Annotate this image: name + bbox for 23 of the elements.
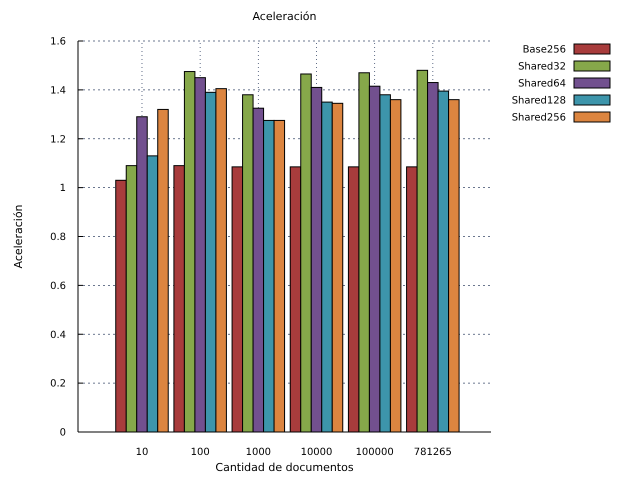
x-tick-label: 781265 (414, 447, 452, 458)
y-axis-title: Aceleración (12, 204, 25, 269)
legend-label: Shared256 (512, 112, 566, 124)
legend-label: Shared128 (512, 96, 566, 106)
y-tick-label: 1.4 (50, 85, 66, 96)
x-tick-label: 10 (136, 447, 148, 458)
legend-label: Base256 (522, 44, 566, 56)
y-tick-label: 1.2 (50, 134, 66, 146)
legend-label: Shared64 (518, 78, 566, 90)
x-tick-label: 100 (190, 447, 210, 458)
x-axis-title: Cantidad de documentos (215, 461, 354, 474)
chart-title: Aceleración (252, 10, 317, 23)
y-tick-label: 0.8 (50, 232, 66, 243)
x-tick-label: 100000 (356, 447, 394, 458)
y-tick-label: 1 (60, 183, 66, 194)
y-tick-label: 1.6 (50, 36, 66, 48)
y-tick-label: 0.4 (50, 330, 66, 341)
x-tick-label: 10000 (300, 447, 332, 458)
y-tick-label: 0 (60, 428, 66, 438)
x-tick-label: 1000 (246, 447, 272, 458)
legend-label: Shared32 (518, 62, 566, 72)
y-tick-label: 0.6 (50, 280, 66, 292)
y-tick-label: 0.2 (50, 378, 66, 390)
